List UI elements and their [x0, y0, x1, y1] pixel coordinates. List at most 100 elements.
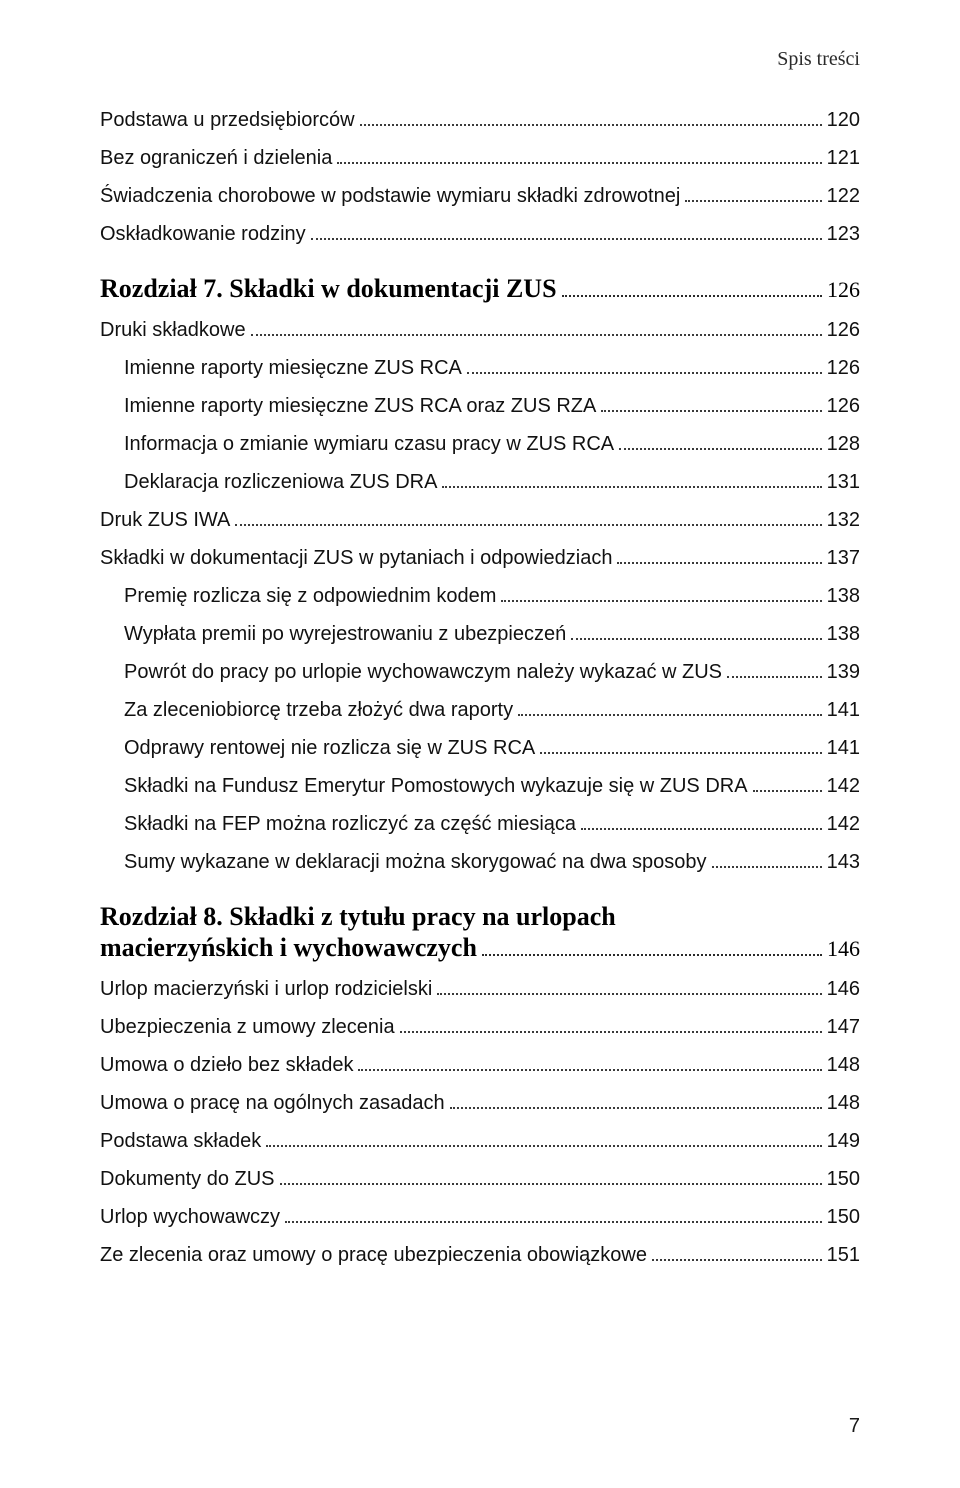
toc-entry-page: 132 [827, 509, 860, 532]
toc-leader-dots [617, 546, 821, 564]
toc-entry-label: Ubezpieczenia z umowy zlecenia [100, 1016, 395, 1039]
toc-entry-page: 142 [827, 775, 860, 798]
toc-leader-dots [540, 736, 821, 754]
toc-leader-dots [285, 1205, 822, 1223]
page-number: 7 [849, 1415, 860, 1438]
toc-leader-dots [437, 977, 821, 995]
toc-entry-page: 120 [827, 109, 860, 132]
toc-entry-label: Informacja o zmianie wymiaru czasu pracy… [124, 433, 614, 456]
toc-entry-label: Odprawy rentowej nie rozlicza się w ZUS … [124, 737, 535, 760]
toc-leader-dots [518, 698, 822, 716]
toc-entry-label: Oskładkowanie rodziny [100, 223, 306, 246]
toc-entry-page: 150 [827, 1168, 860, 1191]
toc-entry: Urlop macierzyński i urlop rodzicielski1… [100, 977, 860, 1001]
toc-entry: Imienne raporty miesięczne ZUS RCA oraz … [124, 394, 860, 418]
toc-entry-page: 126 [827, 319, 860, 342]
toc-entry: Rozdział 8. Składki z tytułu pracy na ur… [100, 902, 860, 962]
toc-entry-page: 146 [827, 978, 860, 1001]
toc-leader-dots [753, 774, 822, 792]
toc-entry-page: 121 [827, 147, 860, 170]
toc-entry: Powrót do pracy po urlopie wychowawczym … [124, 660, 860, 684]
toc-entry-label: Za zleceniobiorcę trzeba złożyć dwa rapo… [124, 699, 513, 722]
toc-entry-label: Rozdział 8. Składki z tytułu pracy na ur… [100, 902, 860, 932]
toc-entry: Składki w dokumentacji ZUS w pytaniach i… [100, 546, 860, 570]
toc-entry: Urlop wychowawczy150 [100, 1205, 860, 1229]
toc-leader-dots [727, 660, 822, 678]
toc-entry: Imienne raporty miesięczne ZUS RCA 126 [124, 356, 860, 380]
toc-entry-label: Druk ZUS IWA [100, 509, 230, 532]
toc-entry-page: 143 [827, 851, 860, 874]
toc-entry-page: 147 [827, 1016, 860, 1039]
toc-leader-dots [562, 274, 822, 297]
toc-leader-dots [467, 356, 822, 374]
toc-entry-label: Premię rozlicza się z odpowiednim kodem [124, 585, 496, 608]
toc-entry: Rozdział 7. Składki w dokumentacji ZUS12… [100, 274, 860, 304]
toc-leader-dots [619, 432, 821, 450]
toc-entry-label: Podstawa składek [100, 1130, 261, 1153]
toc-entry-label: Składki w dokumentacji ZUS w pytaniach i… [100, 547, 612, 570]
toc-entry: Podstawa u przedsiębiorców 120 [100, 108, 860, 132]
toc-leader-dots [442, 470, 821, 488]
toc-entry-label: Podstawa u przedsiębiorców [100, 109, 355, 132]
toc-leader-dots [450, 1091, 822, 1109]
toc-entry-label: Sumy wykazane w deklaracji można skorygo… [124, 851, 707, 874]
toc-leader-dots [400, 1015, 822, 1033]
table-of-contents: Podstawa u przedsiębiorców 120 Bez ogranic… [100, 108, 860, 1267]
toc-entry-page: 141 [827, 699, 860, 722]
toc-leader-dots [280, 1167, 822, 1185]
toc-leader-dots [266, 1129, 821, 1147]
toc-entry-label: Imienne raporty miesięczne ZUS RCA [124, 357, 462, 380]
toc-entry-page: 137 [827, 547, 860, 570]
toc-entry-page: 149 [827, 1130, 860, 1153]
toc-entry-label: Ze zlecenia oraz umowy o pracę ubezpiecz… [100, 1244, 647, 1267]
toc-entry: Oskładkowanie rodziny123 [100, 222, 860, 246]
toc-entry-page: 138 [827, 585, 860, 608]
toc-entry-page: 151 [827, 1244, 860, 1267]
toc-entry: Umowa o pracę na ogólnych zasadach148 [100, 1091, 860, 1115]
toc-entry: Świadczenia chorobowe w podstawie wymiar… [100, 184, 860, 208]
toc-entry-page: 122 [827, 185, 860, 208]
toc-entry: Sumy wykazane w deklaracji można skorygo… [124, 850, 860, 874]
toc-entry-label: Deklaracja rozliczeniowa ZUS DRA [124, 471, 437, 494]
toc-entry: Za zleceniobiorcę trzeba złożyć dwa rapo… [124, 698, 860, 722]
toc-entry-label: Świadczenia chorobowe w podstawie wymiar… [100, 185, 680, 208]
toc-entry-label: Powrót do pracy po urlopie wychowawczym … [124, 661, 722, 684]
toc-leader-dots [482, 932, 822, 955]
toc-entry-page: 139 [827, 661, 860, 684]
toc-leader-dots [581, 812, 822, 830]
toc-leader-dots [235, 508, 821, 526]
toc-entry-page: 148 [827, 1054, 860, 1077]
toc-entry-label: Bez ograniczeń i dzielenia [100, 147, 332, 170]
toc-entry-page: 141 [827, 737, 860, 760]
toc-entry-page: 128 [827, 433, 860, 456]
toc-entry: Umowa o dzieło bez składek 148 [100, 1053, 860, 1077]
toc-entry-label: Umowa o dzieło bez składek [100, 1054, 353, 1077]
toc-entry: Informacja o zmianie wymiaru czasu pracy… [124, 432, 860, 456]
toc-entry-page: 142 [827, 813, 860, 836]
toc-entry-label: Rozdział 7. Składki w dokumentacji ZUS [100, 274, 557, 304]
toc-leader-dots [358, 1053, 821, 1071]
toc-entry-page: 131 [827, 471, 860, 494]
toc-entry-page: 126 [827, 395, 860, 418]
toc-entry-label: Umowa o pracę na ogólnych zasadach [100, 1092, 445, 1115]
toc-entry: Bez ograniczeń i dzielenia 121 [100, 146, 860, 170]
toc-entry-page: 150 [827, 1206, 860, 1229]
toc-entry: Premię rozlicza się z odpowiednim kodem 1… [124, 584, 860, 608]
toc-leader-dots [685, 184, 821, 202]
toc-leader-dots [251, 318, 822, 336]
toc-entry-page: 126 [827, 357, 860, 380]
toc-leader-dots [652, 1243, 822, 1261]
toc-leader-dots [337, 146, 821, 164]
page-header: Spis treści [777, 48, 860, 71]
toc-entry: Składki na Fundusz Emerytur Pomostowych … [124, 774, 860, 798]
toc-entry: Składki na FEP można rozliczyć za część … [124, 812, 860, 836]
toc-entry: Ze zlecenia oraz umowy o pracę ubezpiecz… [100, 1243, 860, 1267]
toc-entry: Druk ZUS IWA 132 [100, 508, 860, 532]
toc-entry-label: Wypłata premii po wyrejestrowaniu z ubez… [124, 623, 566, 646]
toc-entry-label: Dokumenty do ZUS [100, 1168, 275, 1191]
toc-leader-dots [501, 584, 821, 602]
toc-entry: Druki składkowe126 [100, 318, 860, 342]
toc-leader-dots [712, 850, 822, 868]
toc-leader-dots [360, 108, 822, 126]
toc-entry: Dokumenty do ZUS 150 [100, 1167, 860, 1191]
